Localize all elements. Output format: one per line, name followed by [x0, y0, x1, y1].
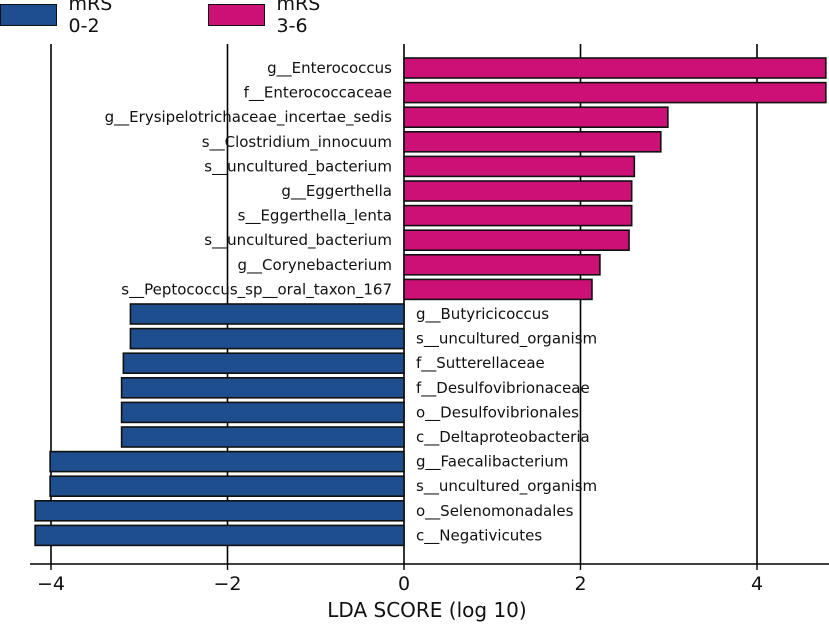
x-tick-label-1: −2	[213, 573, 241, 595]
bar-label-9: s__Peptococcus_sp__oral_taxon_167	[121, 280, 392, 299]
bar-label-13: f__Desulfovibrionaceae	[416, 379, 590, 398]
bar-label-18: o__Selenomonadales	[416, 502, 574, 521]
bar-label-3: s__Clostridium_innocuum	[202, 133, 392, 152]
x-tick-label-2: 0	[398, 573, 410, 595]
x-tick-label-0: −4	[37, 573, 65, 595]
legend-label-mrs-0-2: mRS 0-2	[68, 0, 113, 37]
x-tick-label-3: 2	[574, 573, 586, 595]
bar-7	[403, 229, 630, 251]
bar-19	[34, 524, 405, 547]
bar-label-7: s__uncultured_bacterium	[204, 231, 392, 250]
bar-3	[403, 131, 662, 153]
x-axis: −4 −2 0 2 4	[30, 563, 829, 595]
bar-0	[403, 57, 827, 79]
bar-9	[403, 278, 593, 301]
legend-label-mrs-3-6: mRS 3-6	[276, 0, 321, 37]
bar-label-15: c__Deltaproteobacteria	[416, 428, 590, 447]
bar-8	[403, 254, 601, 276]
bar-label-17: s__uncultured_organism	[416, 477, 597, 496]
bar-13	[120, 376, 405, 399]
bar-label-8: g__Corynebacterium	[238, 256, 392, 275]
bar-label-19: c__Negativicutes	[416, 526, 542, 545]
bar-label-16: g__Faecalibacterium	[416, 453, 569, 472]
bar-18	[34, 499, 405, 522]
bar-11	[129, 327, 405, 350]
x-tick-label-4: 4	[751, 573, 763, 595]
bar-10	[129, 303, 405, 325]
bar-label-12: f__Sutterellaceae	[416, 354, 545, 373]
bar-label-0: g__Enterococcus	[267, 59, 392, 78]
legend-item-mrs-0-2: mRS 0-2	[0, 0, 130, 37]
bar-16	[49, 450, 405, 473]
bar-label-14: o__Desulfovibrionales	[416, 403, 579, 422]
bar-label-5: g__Eggerthella	[281, 182, 392, 201]
bar-6	[403, 204, 633, 227]
bar-label-1: f__Enterococcaceae	[244, 84, 392, 103]
bar-12	[122, 352, 405, 375]
bars	[34, 57, 827, 547]
bar-14	[120, 401, 405, 424]
bar-labels: g__Enterococcus f__Enterococcaceae g__Erys…	[105, 59, 597, 545]
bar-1	[403, 81, 827, 104]
bar-5	[403, 180, 633, 202]
legend-swatch-mrs-0-2	[0, 4, 57, 26]
bar-4	[403, 155, 636, 178]
x-axis-title: LDA SCORE (log 10)	[327, 598, 526, 622]
bar-label-2: g__Erysipelotrichaceae_incertae_sedis	[105, 108, 393, 127]
bar-label-4: s__uncultured_bacterium	[204, 157, 392, 176]
legend-item-mrs-3-6: mRS 3-6	[208, 0, 338, 37]
bar-label-11: s__uncultured_organism	[416, 330, 597, 349]
bar-15	[120, 426, 405, 448]
bar-label-6: s__Eggerthella_lenta	[238, 207, 392, 226]
legend-swatch-mrs-3-6	[208, 4, 265, 26]
bar-2	[403, 106, 669, 128]
bar-17	[49, 475, 405, 498]
bar-label-10: g__Butyricicoccus	[416, 305, 549, 324]
